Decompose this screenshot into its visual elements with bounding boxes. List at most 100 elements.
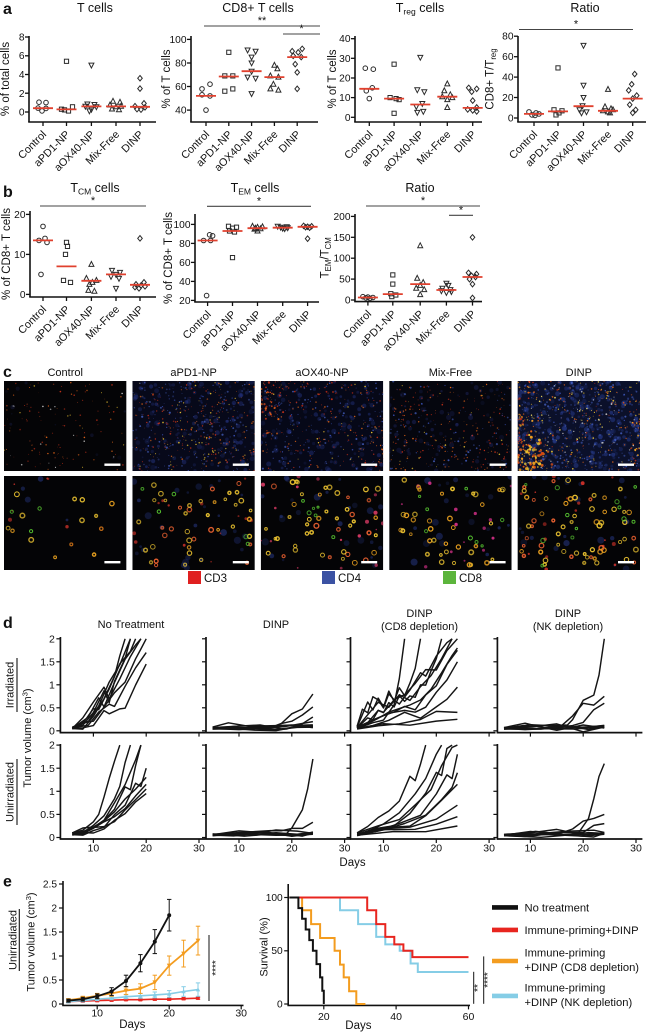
svg-text:10: 10 — [233, 843, 245, 855]
svg-text:100: 100 — [170, 35, 187, 46]
svg-text:DINP: DINP — [612, 129, 639, 156]
svg-text:0: 0 — [51, 1000, 57, 1011]
svg-text:DINP: DINP — [263, 619, 289, 631]
svg-text:d: d — [3, 615, 13, 632]
svg-text:10: 10 — [14, 250, 26, 261]
svg-text:Unirradiated: Unirradiated — [5, 762, 17, 822]
svg-text:No treatment: No treatment — [525, 902, 591, 914]
svg-text:2.5: 2.5 — [43, 880, 57, 891]
svg-text:% of total cells: % of total cells — [0, 42, 12, 116]
svg-text:20: 20 — [318, 1011, 330, 1023]
svg-text:DINP: DINP — [452, 129, 479, 156]
svg-text:DINP: DINP — [277, 129, 304, 156]
svg-text:Mix-Free: Mix-Free — [429, 367, 472, 379]
svg-text:60: 60 — [463, 1011, 475, 1023]
svg-text:*: * — [459, 204, 464, 216]
svg-text:10: 10 — [91, 1007, 103, 1019]
svg-text:aPD1-NP: aPD1-NP — [170, 367, 216, 379]
svg-text:80: 80 — [502, 32, 514, 43]
svg-text:1.5: 1.5 — [40, 763, 55, 775]
svg-text:(CD8 depletion): (CD8 depletion) — [381, 621, 458, 633]
svg-text:CD3: CD3 — [204, 573, 227, 585]
svg-text:100: 100 — [334, 254, 351, 265]
svg-text:CD8+ T cells: CD8+ T cells — [222, 1, 293, 15]
svg-text:Days: Days — [345, 1020, 371, 1032]
svg-text:20: 20 — [430, 843, 442, 855]
svg-text:1: 1 — [51, 952, 57, 963]
svg-text:Ratio: Ratio — [570, 1, 599, 15]
svg-text:DINP: DINP — [119, 304, 146, 331]
svg-text:1: 1 — [49, 786, 55, 798]
svg-text:20: 20 — [577, 843, 589, 855]
svg-text:0: 0 — [19, 108, 25, 119]
svg-text:1.5: 1.5 — [40, 656, 55, 668]
svg-text:60: 60 — [175, 82, 187, 93]
svg-text:2: 2 — [49, 633, 55, 645]
svg-text:8: 8 — [19, 33, 25, 44]
svg-text:30: 30 — [235, 1007, 247, 1019]
svg-text:0.5: 0.5 — [43, 976, 57, 987]
svg-text:DINP: DINP — [555, 608, 581, 620]
svg-text:0: 0 — [345, 296, 351, 307]
svg-text:Unirradiated: Unirradiated — [8, 910, 20, 970]
svg-text:Days: Days — [339, 857, 365, 869]
svg-text:T cells: T cells — [77, 1, 113, 15]
svg-text:2: 2 — [19, 89, 25, 100]
svg-text:100: 100 — [174, 220, 191, 231]
svg-text:40: 40 — [502, 73, 514, 84]
svg-text:40: 40 — [175, 106, 187, 117]
svg-text:DINP: DINP — [406, 608, 432, 620]
svg-text:No Treatment: No Treatment — [98, 619, 165, 631]
svg-text:20: 20 — [502, 93, 514, 104]
svg-text:Tumor volume (cm3): Tumor volume (cm3) — [24, 892, 38, 991]
svg-text:Immune-priming: Immune-priming — [525, 983, 606, 995]
svg-text:30: 30 — [339, 843, 351, 855]
svg-text:b: b — [3, 184, 13, 201]
svg-text:80: 80 — [175, 59, 187, 70]
svg-text:20: 20 — [14, 210, 26, 221]
svg-text:*: * — [91, 195, 96, 207]
svg-text:e: e — [3, 874, 12, 891]
svg-text:10: 10 — [378, 843, 390, 855]
svg-text:6: 6 — [19, 51, 25, 62]
svg-text:200: 200 — [334, 212, 351, 223]
svg-text:2: 2 — [49, 740, 55, 752]
svg-text:Survival (%): Survival (%) — [259, 917, 271, 976]
svg-text:150: 150 — [334, 233, 351, 244]
svg-text:0: 0 — [277, 1000, 283, 1011]
svg-text:Tumor volume (cm3): Tumor volume (cm3) — [21, 688, 35, 787]
svg-text:TCM cells: TCM cells — [70, 181, 119, 197]
svg-text:20: 20 — [339, 74, 351, 85]
svg-text:Irradiated: Irradiated — [5, 662, 17, 708]
svg-text:40: 40 — [390, 1011, 402, 1023]
svg-text:c: c — [3, 364, 12, 381]
svg-text:DINP: DINP — [287, 309, 314, 336]
svg-text:10: 10 — [88, 843, 100, 855]
svg-text:**: ** — [473, 984, 484, 992]
svg-text:% of CD8+ T cells: % of CD8+ T cells — [163, 212, 175, 304]
svg-text:CD8: CD8 — [459, 573, 482, 585]
svg-text:80: 80 — [179, 239, 191, 250]
svg-text:20: 20 — [286, 843, 298, 855]
svg-text:20: 20 — [163, 1007, 175, 1019]
svg-text:20: 20 — [140, 843, 152, 855]
svg-text:1: 1 — [49, 679, 55, 691]
svg-text:2: 2 — [51, 904, 57, 915]
svg-text:**: ** — [258, 15, 267, 27]
svg-text:20: 20 — [179, 296, 191, 307]
svg-text:% of T cells: % of T cells — [327, 49, 339, 108]
svg-text:10: 10 — [339, 93, 351, 104]
svg-text:0: 0 — [508, 114, 514, 125]
svg-text:TEM/TCM: TEM/TCM — [320, 237, 334, 278]
svg-text:Immune-priming+DINP: Immune-priming+DINP — [525, 925, 639, 937]
svg-text:0.5: 0.5 — [40, 809, 55, 821]
svg-text:30: 30 — [193, 843, 205, 855]
svg-text:1.5: 1.5 — [43, 928, 57, 939]
svg-text:10: 10 — [525, 843, 537, 855]
svg-text:(NK depletion): (NK depletion) — [533, 621, 603, 633]
svg-text:Ratio: Ratio — [405, 181, 434, 195]
svg-text:Immune-priming: Immune-priming — [525, 948, 606, 960]
svg-text:0: 0 — [49, 725, 55, 737]
svg-text:0: 0 — [20, 290, 26, 301]
svg-text:*: * — [299, 23, 304, 35]
